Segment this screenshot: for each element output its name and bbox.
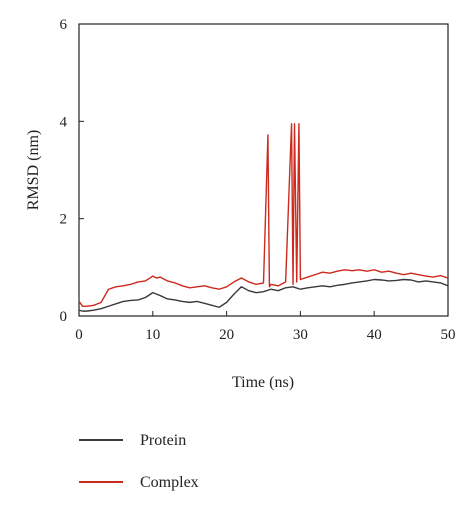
- legend-label-protein: Protein: [140, 432, 186, 449]
- x-axis-label: Time (ns): [232, 374, 294, 391]
- x-tick-label: 40: [367, 327, 382, 343]
- x-axis-ticks: 0 10 20 30 40 50: [75, 311, 456, 343]
- series-line-complex: [78, 123, 449, 307]
- x-tick-label: 20: [219, 327, 234, 343]
- y-axis-label: RMSD (nm): [25, 130, 42, 210]
- x-tick-label: 30: [293, 327, 308, 343]
- y-axis-ticks: 0 2 4 6: [60, 17, 84, 325]
- y-tick-label: 0: [60, 309, 68, 325]
- x-tick-label: 0: [75, 327, 83, 343]
- series-lines: [78, 123, 449, 312]
- legend: Protein Complex: [79, 432, 199, 491]
- x-tick-label: 50: [441, 327, 456, 343]
- y-tick-label: 4: [60, 114, 68, 130]
- legend-label-complex: Complex: [140, 474, 199, 491]
- x-tick-label: 10: [145, 327, 160, 343]
- y-tick-label: 2: [60, 212, 68, 228]
- y-tick-label: 6: [60, 17, 68, 33]
- plot-frame: [78, 23, 449, 317]
- series-line-protein: [78, 278, 449, 312]
